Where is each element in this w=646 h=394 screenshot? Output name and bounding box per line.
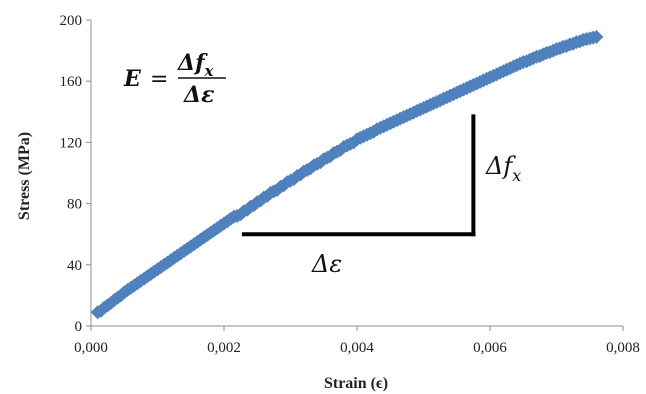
modulus-formula: E = Δfx Δε [123, 50, 226, 108]
x-tick-label: 0,008 [606, 340, 640, 356]
slope-triangle [241, 114, 476, 237]
y-tick-label: 0 [75, 319, 83, 335]
formula-lhs: E [123, 66, 142, 92]
x-tick-label: 0,002 [207, 340, 241, 356]
formula-denominator: Δε [183, 82, 214, 108]
y-tick-label: 160 [60, 74, 83, 90]
delta-f-label: Δfx [485, 152, 521, 185]
y-tick-label: 80 [67, 197, 82, 213]
axes [86, 19, 624, 331]
data-points [90, 29, 604, 320]
x-tick-label: 0,000 [74, 340, 108, 356]
delta-epsilon-label: Δε [311, 250, 342, 278]
x-tick-label: 0,006 [473, 340, 507, 356]
formula-numerator-sub: x [204, 62, 215, 80]
formula-numerator: Δfx [177, 50, 215, 80]
tick-labels: 0,000 0,002 0,004 0,006 0,008 0 40 80 120 160 200 [60, 13, 640, 356]
data-point [589, 29, 604, 44]
y-tick-label: 200 [60, 13, 83, 29]
delta-f-sub: x [512, 166, 521, 185]
x-axis-title: Strain (ϵ) [324, 375, 388, 392]
formula-numerator-text: Δf [177, 50, 208, 76]
x-tick-label: 0,004 [340, 340, 374, 356]
y-tick-label: 40 [67, 258, 82, 274]
formula-equals: = [150, 67, 168, 92]
y-axis-title: Stress (MPa) [16, 132, 33, 220]
y-tick-label: 120 [60, 135, 83, 151]
delta-f-text: Δf [485, 152, 516, 180]
